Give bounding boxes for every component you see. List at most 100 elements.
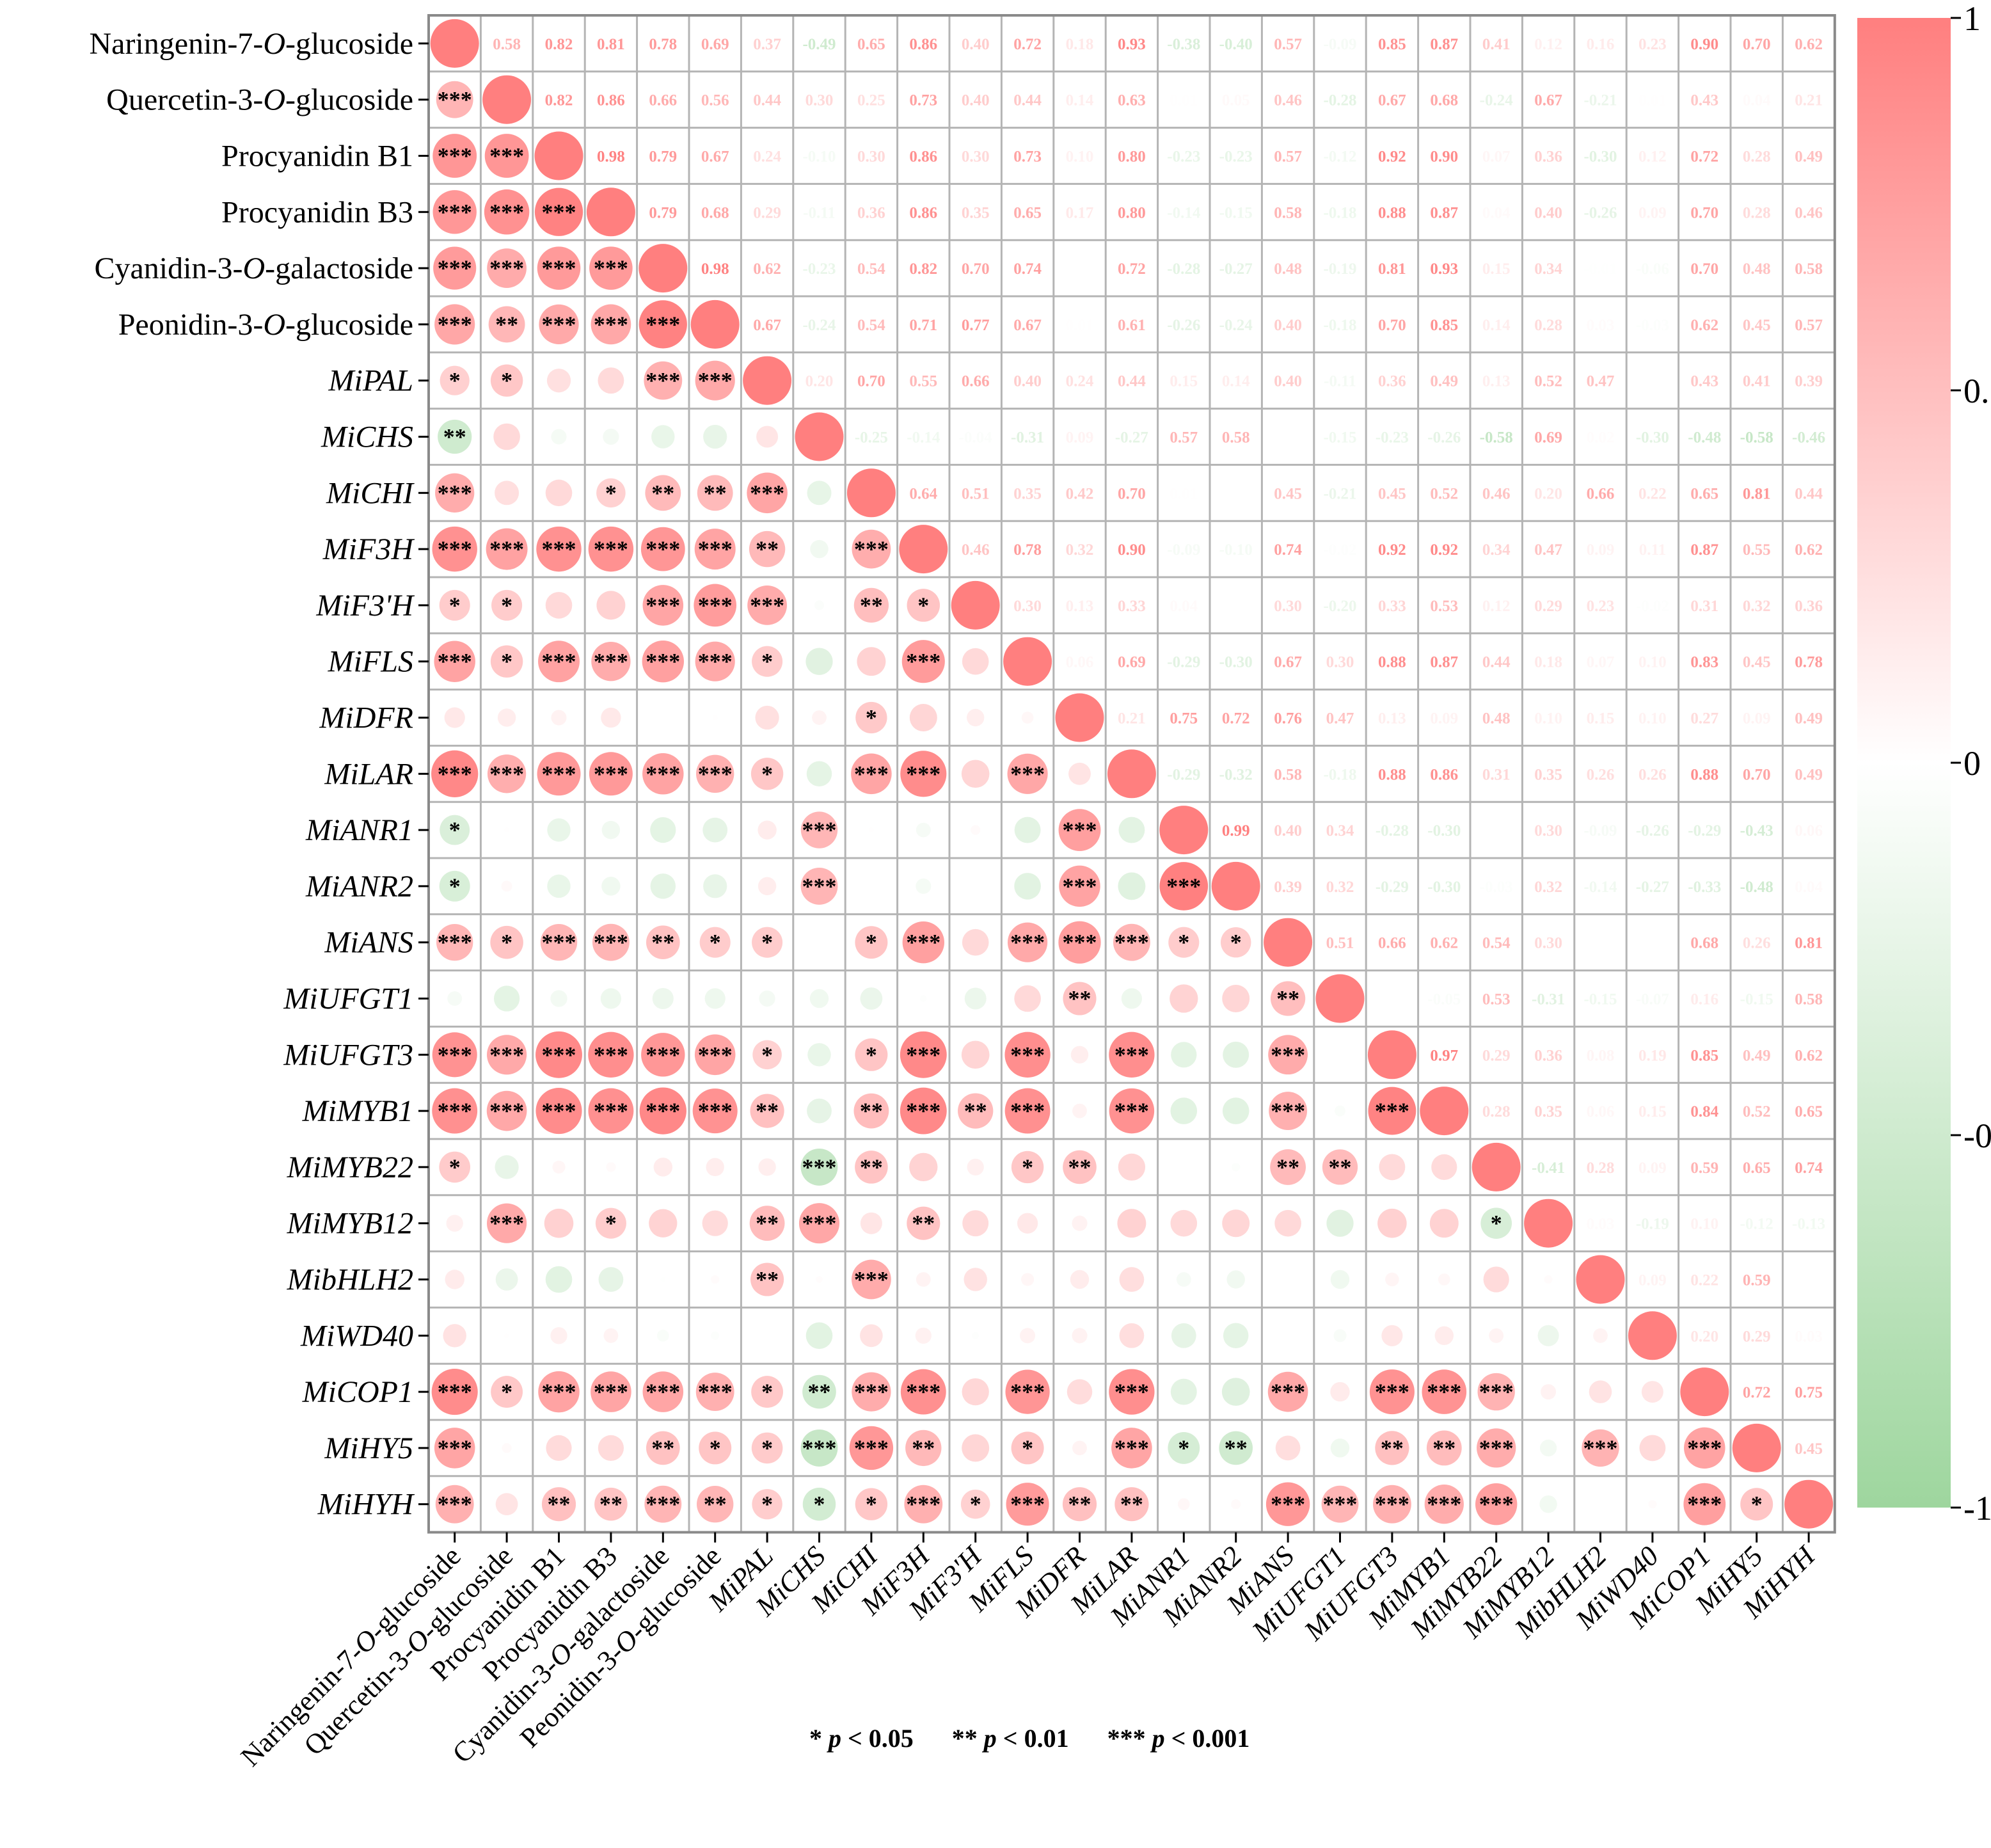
corr-circle <box>860 987 883 1010</box>
corr-value: 0.14 <box>1222 373 1250 390</box>
corr-value: 0.41 <box>1482 36 1511 53</box>
corr-value: 0.77 <box>962 317 990 334</box>
corr-circle <box>1011 1151 1044 1184</box>
corr-value: 0.11 <box>1639 541 1666 559</box>
corr-value: -0.15 <box>1740 991 1773 1008</box>
corr-circle <box>1068 762 1091 785</box>
significance-mark: * <box>866 705 877 731</box>
corr-value: -0.29 <box>1167 766 1200 783</box>
corr-circle <box>1381 1325 1403 1346</box>
row-label: MiANS <box>324 926 413 960</box>
corr-value: -0.26 <box>1167 317 1200 334</box>
diagonal-circle <box>1784 1479 1834 1529</box>
corr-circle <box>1063 1150 1097 1184</box>
corr-value: 0.45 <box>1743 654 1771 671</box>
significance-mark: * <box>501 593 512 618</box>
corr-value: 0.10 <box>1638 710 1667 728</box>
corr-circle <box>535 1088 582 1135</box>
corr-circle <box>855 701 887 734</box>
corr-value: 0.35 <box>1013 485 1042 502</box>
corr-value: -0.30 <box>1636 429 1669 447</box>
corr-circle <box>802 1487 836 1521</box>
corr-value: 0.73 <box>1013 148 1042 166</box>
corr-circle <box>916 878 932 894</box>
corr-circle <box>1330 1438 1350 1458</box>
corr-value: 0.33 <box>1378 598 1406 615</box>
corr-value: 0.28 <box>1743 148 1771 166</box>
corr-value: 0.63 <box>1118 92 1146 109</box>
corr-circle <box>900 751 947 797</box>
row-label: MiCOP1 <box>302 1375 413 1409</box>
corr-value: 0.83 <box>1690 654 1718 671</box>
corr-circle <box>1385 1272 1399 1287</box>
significance-mark: *** <box>698 761 733 786</box>
corr-value: 0.35 <box>1534 1103 1562 1120</box>
corr-value: 0.86 <box>909 36 937 53</box>
corr-value: 0.44 <box>1482 654 1511 671</box>
corr-circle <box>1221 1378 1250 1406</box>
corr-circle <box>1274 1209 1301 1237</box>
corr-circle <box>1335 1105 1345 1117</box>
corr-value: 0.13 <box>1066 598 1094 615</box>
corr-circle <box>547 874 571 898</box>
corr-circle <box>534 187 583 236</box>
corr-value: 0.12 <box>1482 598 1511 615</box>
corr-circle <box>1008 922 1048 962</box>
row-labels: Naringenin-7-O-glucoside Quercetin-3-O-gl… <box>89 27 429 1522</box>
corr-circle <box>747 472 788 514</box>
corr-circle <box>1641 1381 1663 1403</box>
significance-mark: *** <box>594 930 628 955</box>
corr-value: 0.54 <box>857 317 885 334</box>
significance-mark: *** <box>802 1435 837 1461</box>
corr-circle <box>696 754 734 793</box>
corr-value: 0.88 <box>1378 204 1406 221</box>
corr-circle <box>598 1267 624 1292</box>
corr-value: -0.26 <box>1583 204 1617 221</box>
significance-mark: *** <box>1271 1492 1305 1517</box>
significance-mark: * <box>814 1492 825 1517</box>
corr-value: -0.48 <box>1688 429 1721 447</box>
corr-circle <box>493 423 520 450</box>
corr-circle <box>491 589 523 621</box>
diagonal-circle <box>1211 861 1260 911</box>
corr-value: 0.26 <box>1743 935 1771 952</box>
corr-circle <box>1177 1498 1190 1511</box>
corr-value: -0.28 <box>1167 260 1200 278</box>
corr-circle <box>1368 1087 1416 1135</box>
significance-mark: ** <box>756 1211 779 1236</box>
significance-mark: *** <box>646 1379 680 1405</box>
corr-circle <box>440 365 470 395</box>
corr-value: 0.86 <box>597 92 625 109</box>
corr-circle <box>1424 1485 1464 1524</box>
corr-value: 0.72 <box>1690 148 1718 166</box>
corr-circle <box>445 1270 464 1289</box>
corr-value: 0.47 <box>1587 373 1615 390</box>
significance-mark: *** <box>698 649 733 674</box>
row-label: MiUFGT3 <box>283 1038 413 1072</box>
corr-circle <box>907 589 940 622</box>
corr-value: -0.14 <box>1167 204 1201 221</box>
corr-value: 0.74 <box>1013 260 1042 278</box>
corr-value: 0.31 <box>1482 766 1511 783</box>
corr-value: -0.03 <box>1480 879 1513 896</box>
significance-mark: *** <box>802 873 837 899</box>
significance-mark: *** <box>1114 930 1149 955</box>
corr-value: 0.88 <box>1690 766 1718 783</box>
corr-circle <box>601 820 621 840</box>
corr-circle <box>434 1428 475 1469</box>
significance-mark: * <box>1178 1435 1189 1461</box>
corr-value: 0.62 <box>1795 36 1823 53</box>
corr-circle <box>800 811 838 848</box>
corr-circle <box>1020 1328 1036 1344</box>
corr-value: 0.97 <box>1430 1047 1458 1064</box>
corr-value: 0.21 <box>1118 710 1146 728</box>
corr-value: 0.30 <box>962 148 990 166</box>
corr-circle <box>1639 1435 1666 1462</box>
corr-circle <box>495 481 520 506</box>
corr-value: 0.35 <box>1534 766 1562 783</box>
corr-circle <box>487 248 527 288</box>
corr-value: 0.66 <box>1378 935 1406 952</box>
corr-circle <box>1582 1429 1619 1467</box>
significance-mark: *** <box>489 199 524 225</box>
corr-circle <box>750 758 784 790</box>
